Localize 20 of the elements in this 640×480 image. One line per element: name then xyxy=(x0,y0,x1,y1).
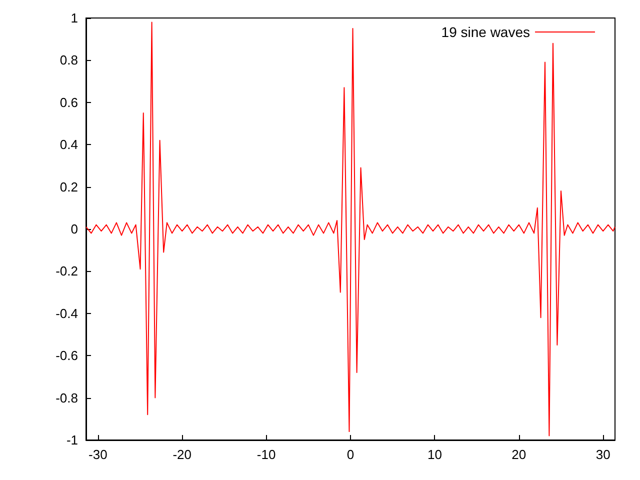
x-tick-label: 20 xyxy=(512,447,526,462)
y-tick-label: -1 xyxy=(66,432,78,448)
y-tick-label: 0.2 xyxy=(60,179,78,194)
x-tick-label: 30 xyxy=(596,447,610,462)
y-tick-label: 0.8 xyxy=(60,52,78,68)
x-tick-label: -10 xyxy=(256,447,276,462)
y-tick-label: 0.4 xyxy=(60,137,78,152)
y-tick-label: -0.4 xyxy=(56,306,78,321)
y-tick-label: 1 xyxy=(70,10,78,26)
y-tick-label: -0.6 xyxy=(56,348,78,364)
y-tick-label: -0.2 xyxy=(56,264,78,279)
legend-label: 19 sine waves xyxy=(441,24,530,40)
x-tick-label: -30 xyxy=(88,447,108,462)
y-tick-label: 0 xyxy=(70,222,78,236)
y-tick-label: 0.6 xyxy=(60,94,78,110)
y-tick-label: -0.8 xyxy=(56,390,78,406)
x-tick-label: 10 xyxy=(427,447,442,462)
x-tick-label: 0 xyxy=(346,447,354,462)
x-tick-label: -20 xyxy=(172,447,192,462)
line-series xyxy=(86,22,616,436)
